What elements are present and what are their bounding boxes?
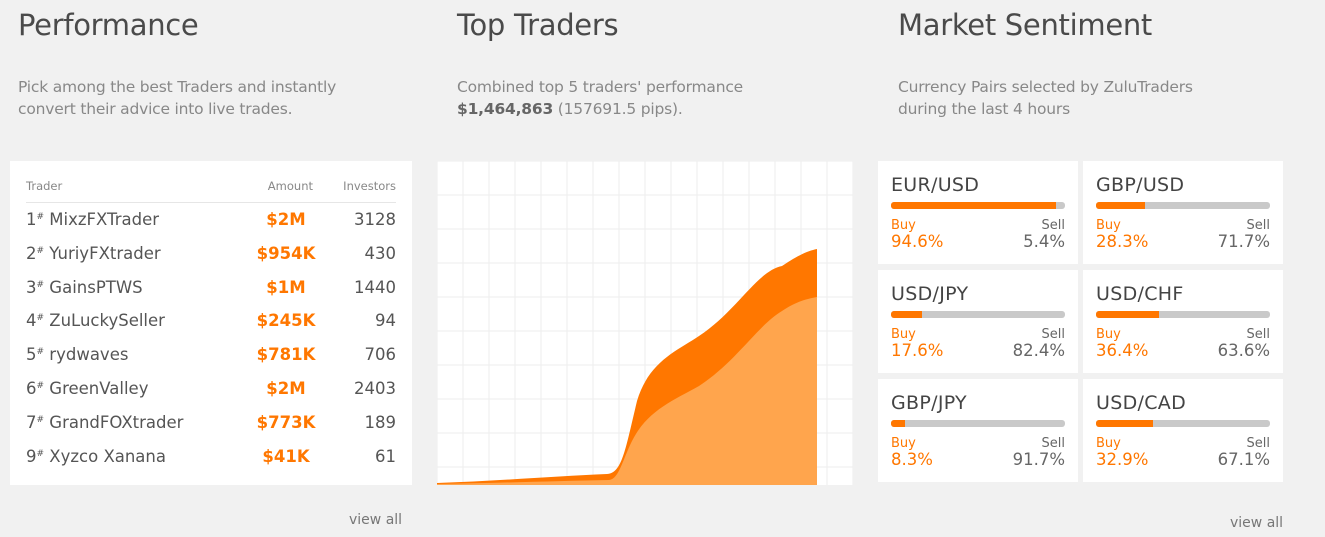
trader-name[interactable]: 9# Xyzco Xanana <box>26 446 166 466</box>
trader-investors: 706 <box>364 345 397 365</box>
sentiment-bar <box>1096 420 1270 427</box>
chart-area-lower <box>437 297 817 485</box>
sell-percent: 91.7% <box>1012 450 1065 469</box>
trader-amount: $1M <box>266 277 306 297</box>
top-traders-description: Combined top 5 traders' performance $1,4… <box>457 78 744 118</box>
currency-pair-card[interactable]: GBP/JPY Buy Sell 8.3% 91.7% <box>878 379 1078 482</box>
performance-title: Performance <box>18 8 199 42</box>
trader-amount: $781K <box>256 345 316 365</box>
table-row[interactable]: 7# GrandFOXtrader $773K 189 <box>26 406 396 440</box>
buy-label: Buy <box>1096 327 1121 342</box>
traders-table: Trader Amount Investors 1# MixzFXTrader $… <box>10 161 412 485</box>
sell-percent: 71.7% <box>1217 232 1270 251</box>
currency-pair-card[interactable]: USD/CHF Buy Sell 36.4% 63.6% <box>1083 270 1283 373</box>
trader-name[interactable]: 4# ZuLuckySeller <box>26 311 165 331</box>
buy-label: Buy <box>891 327 916 342</box>
buy-percent: 32.9% <box>1096 450 1149 469</box>
sentiment-bar <box>1096 311 1270 318</box>
combined-pips: (157691.5 pips). <box>553 100 683 118</box>
sentiment-bar-buy <box>891 311 922 318</box>
trader-name[interactable]: 5# rydwaves <box>26 345 129 365</box>
area-chart-svg <box>437 161 853 485</box>
buy-percent: 36.4% <box>1096 341 1149 360</box>
pair-name: GBP/JPY <box>891 392 967 414</box>
trader-amount: $2M <box>266 210 306 229</box>
sell-percent: 5.4% <box>1023 232 1065 251</box>
pair-name: GBP/USD <box>1096 174 1185 196</box>
col-amount: Amount <box>267 179 313 193</box>
trader-name[interactable]: 1# MixzFXTrader <box>26 210 160 229</box>
trader-amount: $245K <box>256 311 316 331</box>
pair-name: USD/CHF <box>1096 283 1184 305</box>
trader-investors: 1440 <box>354 277 396 297</box>
sell-label: Sell <box>1246 436 1270 451</box>
col-trader: Trader <box>26 179 63 193</box>
sell-percent: 82.4% <box>1012 341 1065 360</box>
trader-investors: 94 <box>375 311 396 331</box>
currency-pair-card[interactable]: EUR/USD Buy Sell 94.6% 5.4% <box>878 161 1078 264</box>
buy-percent: 17.6% <box>891 341 944 360</box>
buy-label: Buy <box>891 436 916 451</box>
trader-name[interactable]: 2# YuriyFXtrader <box>26 243 161 263</box>
sell-label: Sell <box>1041 436 1065 451</box>
trader-name[interactable]: 6# GreenValley <box>26 378 149 398</box>
combined-amount: $1,464,863 <box>457 100 554 118</box>
currency-pair-card[interactable]: GBP/USD Buy Sell 28.3% 71.7% <box>1083 161 1283 264</box>
sell-percent: 67.1% <box>1217 450 1270 469</box>
trader-amount: $773K <box>256 412 316 432</box>
table-row[interactable]: 6# GreenValley $2M 2403 <box>26 372 396 406</box>
buy-label: Buy <box>891 218 916 233</box>
table-row[interactable]: 4# ZuLuckySeller $245K 94 <box>26 304 396 338</box>
view-all-pairs-link[interactable]: view all <box>1230 515 1284 531</box>
buy-label: Buy <box>1096 218 1121 233</box>
table-body: 1# MixzFXTrader $2M 3128 2# YuriyFXtrader $9… <box>26 203 396 473</box>
sentiment-bar <box>891 311 1065 318</box>
sell-percent: 63.6% <box>1217 341 1270 360</box>
table-row[interactable]: 3# GainsPTWS $1M 1440 <box>26 271 396 305</box>
top-traders-title: Top Traders <box>457 8 619 42</box>
trader-amount: $954K <box>256 243 316 263</box>
sentiment-bar <box>891 202 1065 209</box>
sentiment-bar-buy <box>891 202 1056 209</box>
table-row[interactable]: 2# YuriyFXtrader $954K 430 <box>26 237 396 271</box>
trader-name[interactable]: 7# GrandFOXtrader <box>26 412 184 432</box>
sentiment-bar-buy <box>1096 202 1146 209</box>
sell-label: Sell <box>1041 218 1065 233</box>
trader-investors: 3128 <box>354 210 396 229</box>
trader-investors: 189 <box>364 412 397 432</box>
market-sentiment-title: Market Sentiment <box>898 8 1153 42</box>
table-row[interactable]: 5# rydwaves $781K 706 <box>26 338 396 372</box>
buy-percent: 28.3% <box>1096 232 1149 251</box>
sell-label: Sell <box>1041 327 1065 342</box>
currency-pair-card[interactable]: USD/CAD Buy Sell 32.9% 67.1% <box>1083 379 1283 482</box>
view-all-traders-link[interactable]: view all <box>349 512 403 528</box>
trader-investors: 61 <box>375 446 396 466</box>
table-row[interactable]: 9# Xyzco Xanana $41K 61 <box>26 440 396 474</box>
performance-chart <box>437 161 853 485</box>
pair-name: EUR/USD <box>891 174 980 196</box>
table-row[interactable]: 1# MixzFXTrader $2M 3128 <box>26 203 396 237</box>
sell-label: Sell <box>1246 218 1270 233</box>
trader-investors: 430 <box>364 243 397 263</box>
sentiment-bar <box>1096 202 1270 209</box>
trader-name[interactable]: 3# GainsPTWS <box>26 277 143 297</box>
table-header: Trader Amount Investors <box>26 161 396 203</box>
performance-description: Pick among the best Traders and instantl… <box>18 78 337 118</box>
market-sentiment-description: Currency Pairs selected by ZuluTraders d… <box>898 78 1193 118</box>
sentiment-bar-buy <box>1096 311 1160 318</box>
currency-pair-card[interactable]: USD/JPY Buy Sell 17.6% 82.4% <box>878 270 1078 373</box>
sentiment-bar-buy <box>891 420 906 427</box>
sell-label: Sell <box>1246 327 1270 342</box>
pair-name: USD/CAD <box>1096 392 1186 414</box>
sentiment-bar-buy <box>1096 420 1154 427</box>
buy-percent: 94.6% <box>891 232 944 251</box>
trader-investors: 2403 <box>354 378 396 398</box>
buy-percent: 8.3% <box>891 450 933 469</box>
trader-amount: $41K <box>262 446 310 466</box>
sentiment-bar <box>891 420 1065 427</box>
col-investors: Investors <box>343 179 396 193</box>
pair-name: USD/JPY <box>891 283 969 305</box>
buy-label: Buy <box>1096 436 1121 451</box>
trader-amount: $2M <box>266 378 306 398</box>
